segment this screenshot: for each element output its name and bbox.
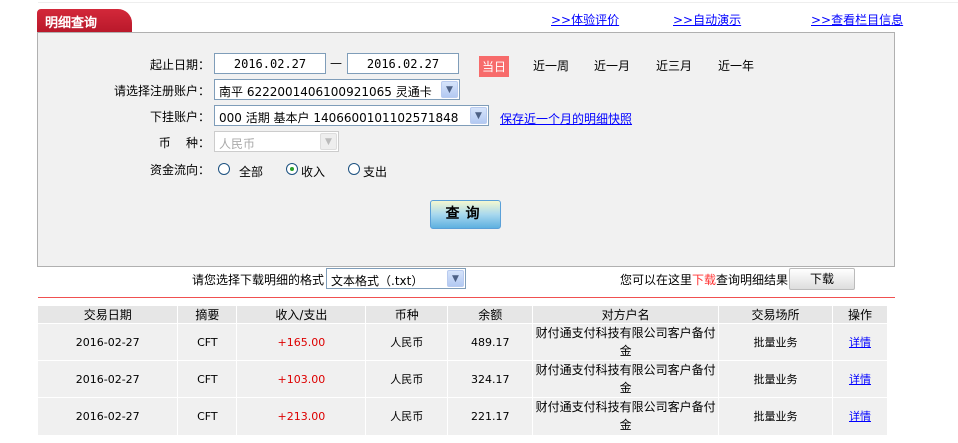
date-separator: — [330,56,342,70]
col-balance: 余额 [447,306,534,324]
range-week[interactable]: 近一周 [533,59,570,73]
download-hint: 您可以在这里下载查询明细结果 [620,271,788,288]
col-date: 交易日期 [38,306,179,324]
table-row: 2016-02-27 CFT +213.00 人民币 221.17 财付通支付科技有限公司… [38,397,889,435]
col-amount: 收入/支出 [236,306,367,324]
hint-prefix: 您可以在这里 [620,273,693,287]
radio-expense[interactable] [348,163,360,175]
chevron-down-icon: ▼ [470,107,487,124]
radio-all-label: 全部 [239,165,264,179]
start-date-input[interactable]: 2016.02.27 [214,53,326,74]
sub-account-label: 下挂账户： [149,110,210,124]
reg-account-label: 请选择注册账户： [113,84,210,98]
cell-detail-link: 详情 [832,360,889,398]
cell-currency: 人民币 [365,397,449,435]
feedback-link[interactable]: >>体验评价 [551,13,620,27]
currency-value: 人民币 [219,137,256,151]
range-year[interactable]: 近一年 [718,59,755,73]
cell-date: 2016-02-27 [38,323,179,361]
reg-account-select[interactable]: 南平 6222001406100921065 灵通卡 ▼ [214,79,460,100]
top-divider [38,2,958,3]
radio-income[interactable] [286,163,298,175]
save-snapshot-link[interactable]: 保存近一个月的明细快照 [500,112,633,126]
chevron-down-icon: ▼ [441,81,458,98]
chevron-down-icon: ▼ [447,270,464,287]
radio-expense-label: 支出 [363,165,388,179]
cell-amount: +103.00 [236,360,367,398]
cell-date: 2016-02-27 [38,360,179,398]
cell-currency: 人民币 [365,360,449,398]
format-select[interactable]: 文本格式（.txt） ▼ [326,268,466,289]
detail-link[interactable]: 详情 [848,336,871,349]
download-button[interactable]: 下载 [789,268,855,290]
currency-label: 币 种： [158,136,210,150]
currency-select: 人民币 ▼ [214,131,339,152]
cell-venue: 批量业务 [718,323,833,361]
cell-date: 2016-02-27 [38,397,179,435]
detail-link[interactable]: 详情 [848,410,871,424]
cell-summary: CFT [177,323,238,361]
cell-counterparty: 财付通支付科技有限公司客户备付金 [532,323,720,361]
radio-income-label: 收入 [301,165,326,179]
cell-venue: 批量业务 [718,360,833,398]
tab-detail-query[interactable]: 明细查询 [37,9,132,33]
cell-amount: +165.00 [236,323,367,361]
cell-counterparty: 财付通支付科技有限公司客户备付金 [532,360,720,398]
chevron-down-icon: ▼ [320,133,337,150]
col-summary: 摘要 [177,306,238,324]
range-3months[interactable]: 近三月 [656,59,693,73]
detail-link[interactable]: 详情 [848,373,871,386]
column-info-link[interactable]: >>查看栏目信息 [811,13,904,27]
hint-suffix: 查询明细结果 [716,273,789,287]
section-divider [38,297,895,298]
cell-amount: +213.00 [236,397,367,435]
transactions-table: 交易日期 摘要 收入/支出 币种 余额 对方户名 交易场所 操作 2016-02… [38,306,889,435]
table-row: 2016-02-27 CFT +165.00 人民币 489.17 财付通支付科技有限公司… [38,323,889,361]
reg-account-value: 南平 6222001406100921065 灵通卡 [219,85,432,99]
col-counterparty: 对方户名 [532,306,720,324]
hint-highlight: 下载 [692,273,717,287]
cell-venue: 批量业务 [718,397,833,435]
cell-summary: CFT [177,397,238,435]
format-label: 请您选择下载明细的格式 [192,273,325,287]
cell-balance: 221.17 [447,397,534,435]
table-header-row: 交易日期 摘要 收入/支出 币种 余额 对方户名 交易场所 操作 [38,306,889,324]
cell-summary: CFT [177,360,238,398]
end-date-input[interactable]: 2016.02.27 [347,53,459,74]
auto-demo-link[interactable]: >>自动演示 [673,13,742,27]
search-button[interactable]: 查询 [430,200,501,229]
cell-detail-link: 详情 [832,323,889,361]
col-action: 操作 [832,306,889,324]
sub-account-select[interactable]: 000 活期 基本户 1406600101102571848 ▼ [214,105,489,126]
cell-balance: 489.17 [447,323,534,361]
flow-label: 资金流向： [149,163,210,177]
cell-currency: 人民币 [365,323,449,361]
date-label: 起止日期： [149,58,210,72]
cell-balance: 324.17 [447,360,534,398]
cell-detail-link: 详情 [832,397,889,435]
format-value: 文本格式（.txt） [331,274,424,288]
col-venue: 交易场所 [718,306,833,324]
range-today[interactable]: 当日 [479,56,510,77]
radio-all[interactable] [218,163,230,175]
table-row: 2016-02-27 CFT +103.00 人民币 324.17 财付通支付科技有限公司… [38,360,889,398]
cell-counterparty: 财付通支付科技有限公司客户备付金 [532,397,720,435]
sub-account-value: 000 活期 基本户 1406600101102571848 [219,111,459,125]
range-month[interactable]: 近一月 [594,59,631,73]
col-currency: 币种 [365,306,449,324]
